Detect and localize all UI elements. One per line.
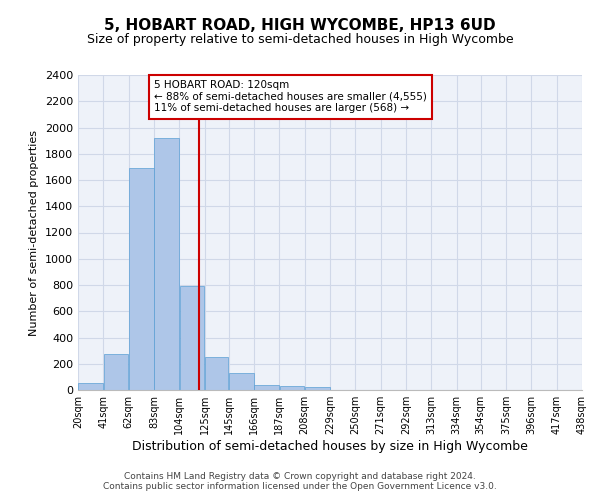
Text: Contains HM Land Registry data © Crown copyright and database right 2024.: Contains HM Land Registry data © Crown c…: [124, 472, 476, 481]
Text: 5, HOBART ROAD, HIGH WYCOMBE, HP13 6UD: 5, HOBART ROAD, HIGH WYCOMBE, HP13 6UD: [104, 18, 496, 32]
Bar: [179, 286, 205, 390]
X-axis label: Distribution of semi-detached houses by size in High Wycombe: Distribution of semi-detached houses by …: [132, 440, 528, 453]
Bar: [154, 138, 179, 390]
Bar: [229, 373, 254, 390]
Text: Contains public sector information licensed under the Open Government Licence v3: Contains public sector information licen…: [103, 482, 497, 491]
Text: Size of property relative to semi-detached houses in High Wycombe: Size of property relative to semi-detach…: [86, 32, 514, 46]
Bar: [305, 388, 329, 390]
Y-axis label: Number of semi-detached properties: Number of semi-detached properties: [29, 130, 40, 336]
Bar: [205, 356, 229, 390]
Bar: [254, 386, 279, 390]
Bar: [129, 168, 154, 390]
Bar: [104, 354, 128, 390]
Bar: [79, 383, 103, 390]
Text: 5 HOBART ROAD: 120sqm
← 88% of semi-detached houses are smaller (4,555)
11% of s: 5 HOBART ROAD: 120sqm ← 88% of semi-deta…: [154, 80, 427, 114]
Bar: [280, 386, 304, 390]
